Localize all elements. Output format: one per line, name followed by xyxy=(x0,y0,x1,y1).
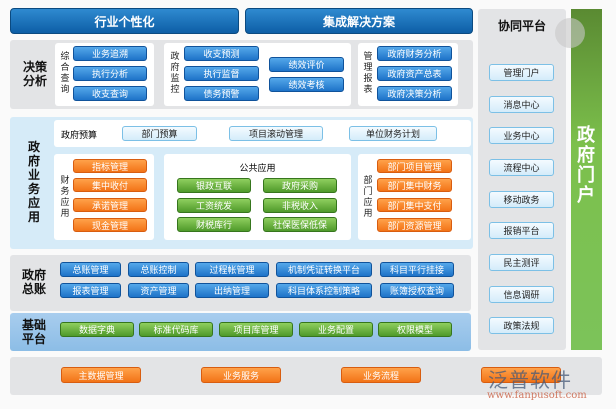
decision-analysis-title: 决策分析 xyxy=(22,60,47,88)
salary-payment-button[interactable]: 工资统发 xyxy=(177,198,251,213)
code-library-button[interactable]: 标准代码库 xyxy=(139,322,213,337)
finance-app-label: 财务应用 xyxy=(60,176,70,219)
collab-democratic-eval[interactable]: 民主测评 xyxy=(489,254,554,271)
dept-app-label: 部门应用 xyxy=(363,176,373,219)
collab-reimbursement[interactable]: 报销平台 xyxy=(489,222,554,239)
dept-resource-mgmt-button[interactable]: 部门资源管理 xyxy=(377,218,452,232)
gov-monitor-label: 政府监控 xyxy=(170,52,180,95)
social-security-button[interactable]: 社保医保低保 xyxy=(263,217,337,232)
process-account-button[interactable]: 过程帐管理 xyxy=(195,262,269,277)
dept-central-pay-button[interactable]: 部门集中支付 xyxy=(377,198,452,212)
execution-supervision-button[interactable]: 执行监督 xyxy=(184,66,259,81)
project-rolling-button[interactable]: 项目滚动管理 xyxy=(229,126,323,141)
watermark-url: www.fanpusoft.com xyxy=(487,390,587,401)
cashier-mgmt-button[interactable]: 出纳管理 xyxy=(195,283,269,298)
collab-business-center[interactable]: 业务中心 xyxy=(489,127,554,144)
industry-personalization-bar[interactable]: 行业个性化 xyxy=(10,8,239,34)
collab-mobile-gov[interactable]: 移动政务 xyxy=(489,191,554,208)
master-data-button[interactable]: 主数据管理 xyxy=(61,367,141,383)
collab-platform-title: 协同平台 xyxy=(497,19,546,33)
tax-treasury-bank-button[interactable]: 财税库行 xyxy=(177,217,251,232)
central-payment-button[interactable]: 集中收付 xyxy=(73,178,147,192)
collab-flow-center[interactable]: 流程中心 xyxy=(489,159,554,176)
execution-analysis-button[interactable]: 执行分析 xyxy=(73,66,147,81)
collab-message-center[interactable]: 消息中心 xyxy=(489,96,554,113)
bottom-button-4[interactable] xyxy=(481,367,561,383)
collab-mgmt-portal[interactable]: 管理门户 xyxy=(489,64,554,81)
business-service-button[interactable]: 业务服务 xyxy=(201,367,281,383)
bank-gov-link-button[interactable]: 银政互联 xyxy=(177,178,251,193)
debt-warning-button[interactable]: 债务预警 xyxy=(184,86,259,101)
business-config-button[interactable]: 业务配置 xyxy=(299,322,373,337)
unit-finance-plan-button[interactable]: 单位财务计划 xyxy=(349,126,437,141)
performance-assess-button[interactable]: 绩效考核 xyxy=(269,77,344,92)
report-mgmt-button[interactable]: 报表管理 xyxy=(60,283,121,298)
business-flow-button[interactable]: 业务流程 xyxy=(341,367,421,383)
dept-project-mgmt-button[interactable]: 部门项目管理 xyxy=(377,159,452,173)
mgmt-report-label: 管理报表 xyxy=(363,52,373,95)
subject-link-button[interactable]: 科目平行挂接 xyxy=(380,262,454,277)
collab-info-research[interactable]: 信息调研 xyxy=(489,286,554,303)
cash-mgmt-button[interactable]: 现金管理 xyxy=(73,218,147,232)
gov-portal-title: 政府门户 xyxy=(577,125,595,206)
gov-asset-table-button[interactable]: 政府资产总表 xyxy=(377,66,452,81)
voucher-platform-button[interactable]: 机制凭证转换平台 xyxy=(276,262,372,277)
gov-finance-analysis-button[interactable]: 政府财务分析 xyxy=(377,46,452,61)
gov-ledger-title: 政府总账 xyxy=(21,268,46,296)
revenue-forecast-button[interactable]: 收支预测 xyxy=(184,46,259,61)
business-trace-button[interactable]: 业务追溯 xyxy=(73,46,147,61)
gov-decision-analysis-button[interactable]: 政府决策分析 xyxy=(377,86,452,101)
watermark-logo: 泛普软件 xyxy=(488,364,572,393)
gov-budget-label: 政府预算 xyxy=(61,131,98,141)
integrated-solution-bar[interactable]: 集成解决方案 xyxy=(245,8,473,34)
dept-central-finance-button[interactable]: 部门集中财务 xyxy=(377,178,452,192)
circle-decoration-icon xyxy=(555,18,585,48)
non-tax-revenue-button[interactable]: 非税收入 xyxy=(263,198,337,213)
index-mgmt-button[interactable]: 指标管理 xyxy=(73,159,147,173)
project-library-button[interactable]: 项目库管理 xyxy=(219,322,293,337)
data-dictionary-button[interactable]: 数据字典 xyxy=(60,322,134,337)
gov-portal-bar[interactable] xyxy=(571,9,602,350)
performance-eval-button[interactable]: 绩效评价 xyxy=(269,57,344,72)
ledger-control-button[interactable]: 总账控制 xyxy=(128,262,189,277)
gov-procurement-button[interactable]: 政府采购 xyxy=(263,178,337,193)
commitment-mgmt-button[interactable]: 承诺管理 xyxy=(73,198,147,212)
public-app-label: 公共应用 xyxy=(239,164,276,174)
base-platform-title: 基础平台 xyxy=(21,318,46,346)
watermark-brand: 泛普软件 xyxy=(488,368,572,392)
collab-policy-law[interactable]: 政策法规 xyxy=(489,317,554,334)
comprehensive-query-label: 综合查询 xyxy=(60,52,70,95)
ledger-auth-query-button[interactable]: 账簿授权查询 xyxy=(380,283,454,298)
asset-mgmt-button[interactable]: 资产管理 xyxy=(128,283,189,298)
dept-budget-button[interactable]: 部门预算 xyxy=(122,126,197,141)
gov-business-title: 政府业务应用 xyxy=(27,140,40,224)
revenue-query-button[interactable]: 收支查询 xyxy=(73,86,147,101)
subject-policy-button[interactable]: 科目体系控制策略 xyxy=(276,283,372,298)
permission-model-button[interactable]: 权限模型 xyxy=(378,322,452,337)
ledger-mgmt-button[interactable]: 总账管理 xyxy=(60,262,121,277)
